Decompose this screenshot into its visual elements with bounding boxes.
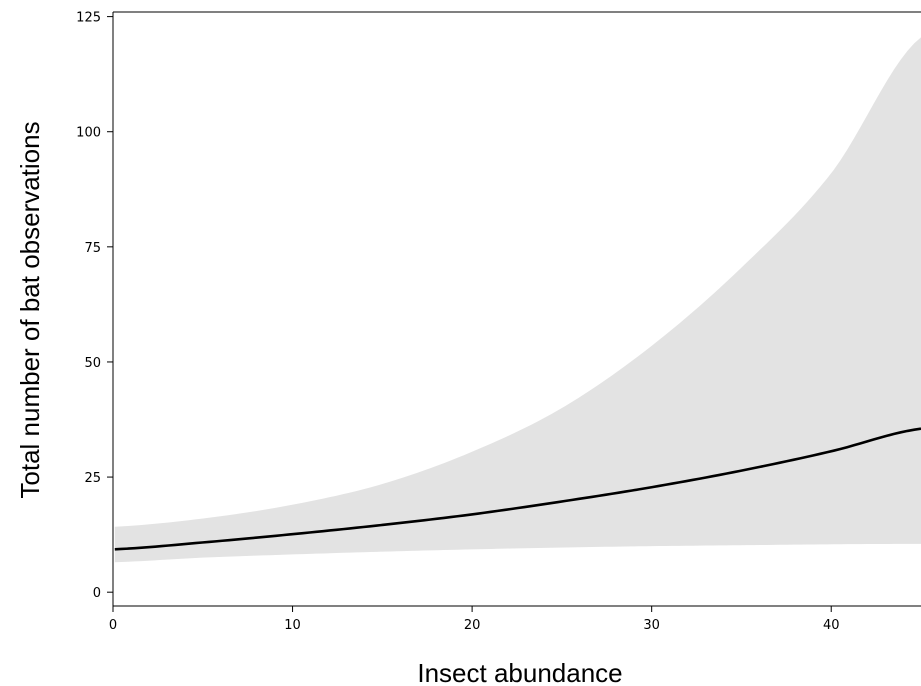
confidence-band xyxy=(114,37,921,563)
x-axis-title: Insect abundance xyxy=(417,658,622,686)
series-layer xyxy=(114,427,921,551)
axes xyxy=(107,11,921,612)
x-tick-label: 0 xyxy=(109,618,117,633)
x-tick-label: 20 xyxy=(464,618,481,633)
y-tick-label: 125 xyxy=(76,11,101,26)
x-tick-label: 30 xyxy=(643,618,660,633)
y-axis-title: Total number of bat observations xyxy=(15,121,45,498)
x-tick-label: 10 xyxy=(284,618,301,633)
fitted-line-0 xyxy=(114,427,921,551)
tick-labels: 0 10 20 30 40 0 25 50 75 100 125 xyxy=(76,11,839,633)
confidence-band-layer xyxy=(114,37,921,563)
y-tick-label: 0 xyxy=(93,586,101,601)
y-tick-label: 50 xyxy=(84,356,101,371)
y-tick-label: 100 xyxy=(76,126,101,141)
y-tick-label: 25 xyxy=(84,471,101,486)
y-tick-label: 75 xyxy=(84,241,101,256)
x-tick-label: 40 xyxy=(823,618,840,633)
